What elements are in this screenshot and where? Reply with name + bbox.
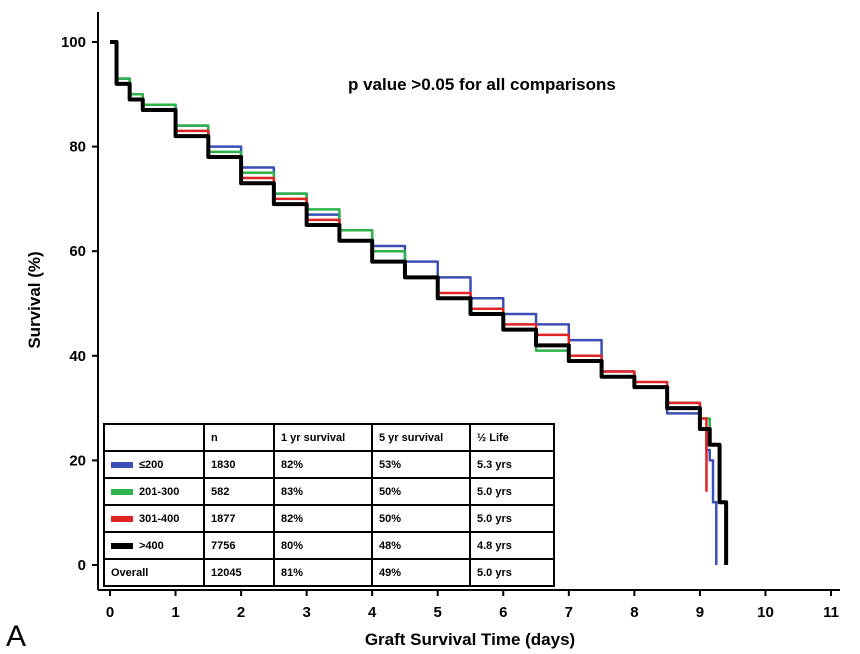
legend-1yr: 81%: [273, 558, 373, 587]
legend-row: >400 7756 80% 48% 4.8 yrs: [103, 531, 555, 560]
x-tick-label: 0: [106, 604, 114, 621]
y-ticks: 0 20 40 60 80 100: [61, 34, 98, 574]
legend-group-label: 201-300: [139, 485, 180, 498]
y-tick-label: 0: [78, 557, 86, 574]
x-tick-label: 7: [565, 604, 573, 621]
legend-table: n 1 yr survival 5 yr survival ½ Life ≤20…: [103, 423, 555, 587]
x-tick-label: 5: [434, 604, 442, 621]
y-tick-label: 40: [69, 348, 86, 365]
x-tick-label: 4: [368, 604, 377, 621]
legend-n: 12045: [203, 558, 275, 587]
legend-group-cell: >400: [103, 531, 205, 560]
x-tick-label: 11: [823, 604, 839, 621]
legend-half-life: 5.0 yrs: [469, 504, 555, 533]
legend-half-life: 5.3 yrs: [469, 450, 555, 479]
legend-5yr: 53%: [371, 450, 471, 479]
axes: [97, 12, 840, 591]
legend-1yr: 83%: [273, 477, 373, 506]
x-ticks: 0 1 2 3 4 5 6 7 8 9 10 11: [106, 590, 839, 621]
y-tick-label: 60: [69, 243, 86, 260]
legend-header-cell: n: [203, 423, 275, 452]
legend-group-label: Overall: [103, 558, 205, 587]
legend-half-life: 5.0 yrs: [469, 477, 555, 506]
legend-header-cell: [103, 423, 205, 452]
x-tick-label: 9: [696, 604, 704, 621]
legend-1yr: 80%: [273, 531, 373, 560]
legend-group-cell: 301-400: [103, 504, 205, 533]
y-tick-label: 20: [69, 452, 86, 469]
legend-row: ≤200 1830 82% 53% 5.3 yrs: [103, 450, 555, 479]
legend-header-cell: ½ Life: [469, 423, 555, 452]
y-tick-label: 100: [61, 34, 86, 51]
legend-swatch: [111, 488, 133, 495]
legend-group-label: ≤200: [139, 458, 164, 471]
legend-5yr: 48%: [371, 531, 471, 560]
x-tick-label: 1: [171, 604, 179, 621]
legend-header-cell: 1 yr survival: [273, 423, 373, 452]
series-line--400: [110, 40, 729, 565]
legend-swatch: [111, 461, 133, 468]
legend-header-row: n 1 yr survival 5 yr survival ½ Life: [103, 423, 555, 452]
legend-header-cell: 5 yr survival: [371, 423, 471, 452]
legend-row: 301-400 1877 82% 50% 5.0 yrs: [103, 504, 555, 533]
y-axis-title: Survival (%): [25, 251, 44, 348]
legend-n: 1830: [203, 450, 275, 479]
legend-swatch: [111, 515, 133, 522]
legend-group-label: 301-400: [139, 512, 180, 525]
legend-group-cell: 201-300: [103, 477, 205, 506]
legend-swatch: [111, 542, 133, 549]
legend-n: 7756: [203, 531, 275, 560]
y-tick-label: 80: [69, 139, 86, 156]
x-tick-label: 2: [237, 604, 245, 621]
legend-5yr: 50%: [371, 477, 471, 506]
legend-5yr: 50%: [371, 504, 471, 533]
legend-row: 201-300 582 83% 50% 5.0 yrs: [103, 477, 555, 506]
legend-row-overall: Overall 12045 81% 49% 5.0 yrs: [103, 558, 555, 587]
legend-half-life: 5.0 yrs: [469, 558, 555, 587]
x-axis-title: Graft Survival Time (days): [365, 630, 575, 649]
legend-group-label: >400: [139, 539, 164, 552]
series-line-201-300: [110, 40, 711, 440]
legend-1yr: 82%: [273, 450, 373, 479]
x-tick-label: 10: [757, 604, 774, 621]
legend-group-cell: ≤200: [103, 450, 205, 479]
panel-label: A: [6, 620, 26, 653]
annotation-text: p value >0.05 for all comparisons: [348, 75, 616, 94]
legend-half-life: 4.8 yrs: [469, 531, 555, 560]
legend-5yr: 49%: [371, 558, 471, 587]
series-layer: [110, 40, 729, 565]
x-tick-label: 3: [302, 604, 310, 621]
legend-n: 1877: [203, 504, 275, 533]
legend-n: 582: [203, 477, 275, 506]
x-tick-label: 6: [499, 604, 507, 621]
legend-1yr: 82%: [273, 504, 373, 533]
x-tick-label: 8: [630, 604, 638, 621]
